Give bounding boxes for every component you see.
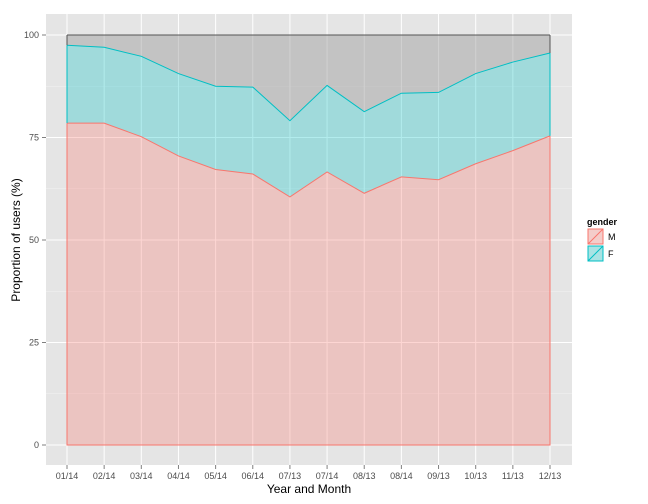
x-tick-label: 01/14 xyxy=(56,471,79,481)
legend: gender MF xyxy=(586,217,618,263)
y-axis-title: Proportion of users (%) xyxy=(9,178,23,301)
y-tick-label: 75 xyxy=(29,133,39,143)
x-tick-label: 12/13 xyxy=(539,471,562,481)
x-tick-label: 05/14 xyxy=(204,471,227,481)
y-tick-label: 25 xyxy=(29,338,39,348)
x-tick-label: 10/13 xyxy=(464,471,487,481)
y-tick-label: 50 xyxy=(29,235,39,245)
area-series-M xyxy=(67,123,550,446)
y-tick-label: 0 xyxy=(34,440,39,450)
y-axis: 0 25 50 75 100 xyxy=(24,30,46,450)
x-tick-label: 07/14 xyxy=(316,471,339,481)
x-tick-label: 08/14 xyxy=(390,471,413,481)
legend-key-F xyxy=(586,244,605,263)
x-tick-label: 08/13 xyxy=(353,471,376,481)
x-tick-label: 11/13 xyxy=(502,471,524,481)
legend-label-F: F xyxy=(608,249,614,259)
y-tick-label: 100 xyxy=(24,30,39,40)
x-axis: 01/14 02/14 03/14 04/14 05/14 06/14 07/13 07/14… xyxy=(56,465,562,481)
x-tick-label: 07/13 xyxy=(279,471,302,481)
line-series-M-edges xyxy=(66,123,551,446)
x-tick-label: 04/14 xyxy=(167,471,190,481)
legend-label-M: M xyxy=(608,232,616,242)
x-tick-label: 03/14 xyxy=(130,471,153,481)
area-layers xyxy=(66,34,551,446)
x-tick-label: 09/13 xyxy=(427,471,450,481)
x-tick-label: 06/14 xyxy=(242,471,265,481)
x-tick-label: 02/14 xyxy=(93,471,116,481)
line-series-F-top xyxy=(66,44,551,122)
area-remainder xyxy=(67,35,550,121)
legend-key-M xyxy=(586,227,605,246)
line-series-M-top xyxy=(67,122,551,198)
x-axis-title: Year and Month xyxy=(267,482,351,496)
legend-title: gender xyxy=(587,217,618,227)
